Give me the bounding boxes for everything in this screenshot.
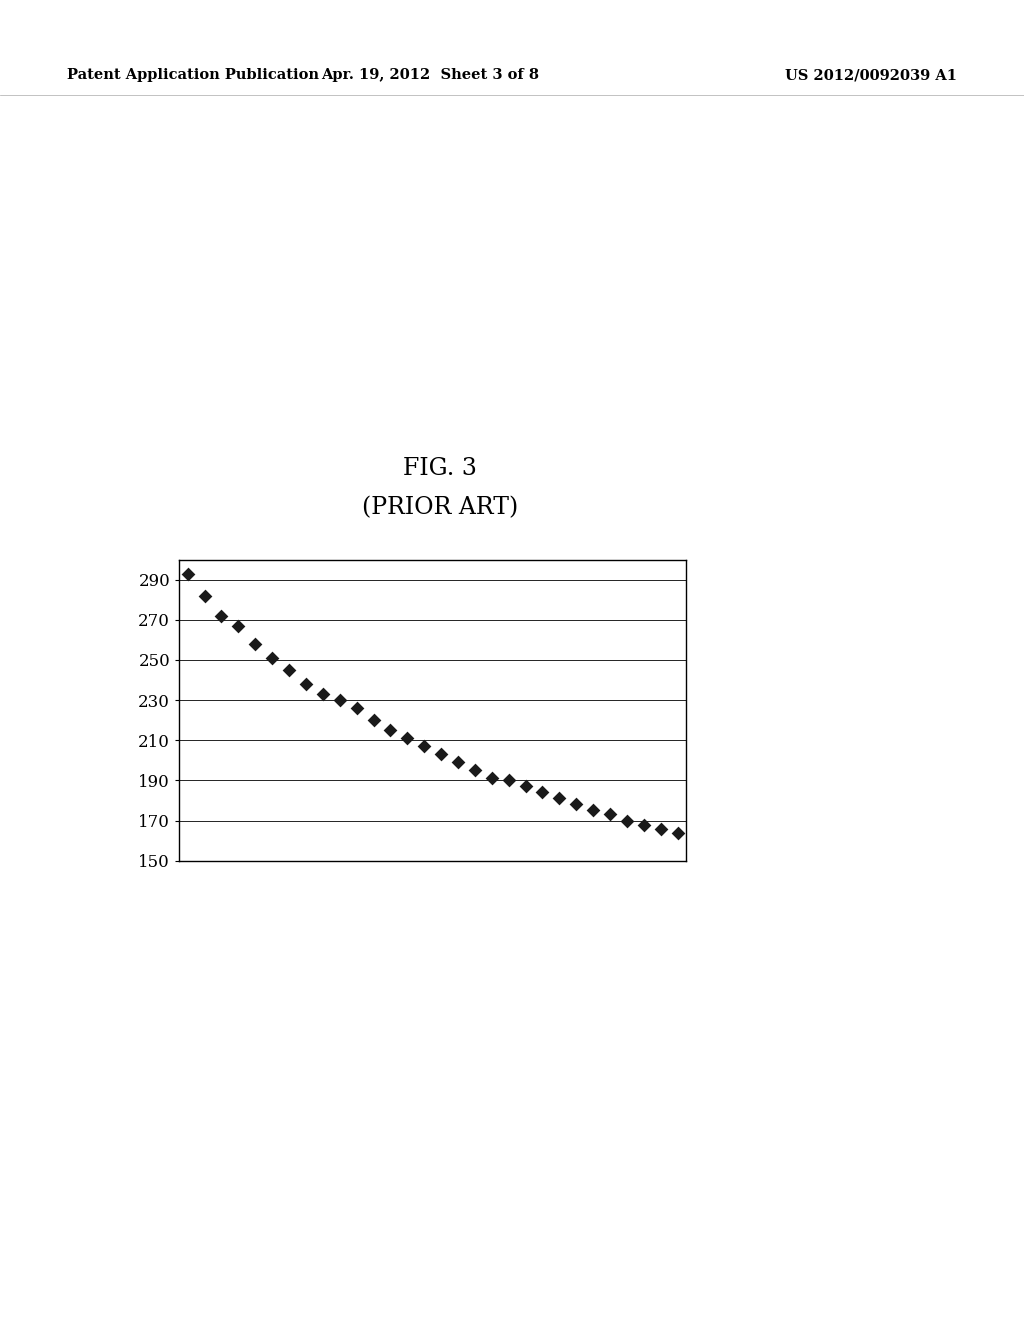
Point <box>636 814 652 836</box>
Text: (PRIOR ART): (PRIOR ART) <box>362 496 518 520</box>
Point <box>517 776 534 797</box>
Point <box>535 781 551 803</box>
Point <box>332 689 348 710</box>
Point <box>264 647 281 668</box>
Point <box>348 697 365 718</box>
Point <box>314 684 331 705</box>
Point <box>618 810 635 832</box>
Point <box>467 760 483 781</box>
Point <box>247 634 263 655</box>
Point <box>483 768 500 789</box>
Text: FIG. 3: FIG. 3 <box>403 457 477 480</box>
Point <box>433 743 450 764</box>
Point <box>197 585 213 606</box>
Point <box>585 800 601 821</box>
Point <box>501 770 517 791</box>
Point <box>179 564 196 585</box>
Point <box>551 788 567 809</box>
Point <box>670 822 686 843</box>
Point <box>450 752 466 774</box>
Point <box>382 719 398 741</box>
Point <box>230 615 247 636</box>
Point <box>602 804 618 825</box>
Point <box>366 710 382 731</box>
Point <box>568 793 585 814</box>
Point <box>399 727 416 748</box>
Point <box>298 673 314 694</box>
Point <box>652 818 669 840</box>
Text: Apr. 19, 2012  Sheet 3 of 8: Apr. 19, 2012 Sheet 3 of 8 <box>322 69 539 82</box>
Point <box>416 735 432 756</box>
Point <box>213 606 229 627</box>
Text: Patent Application Publication: Patent Application Publication <box>67 69 318 82</box>
Point <box>281 660 297 681</box>
Text: US 2012/0092039 A1: US 2012/0092039 A1 <box>785 69 957 82</box>
